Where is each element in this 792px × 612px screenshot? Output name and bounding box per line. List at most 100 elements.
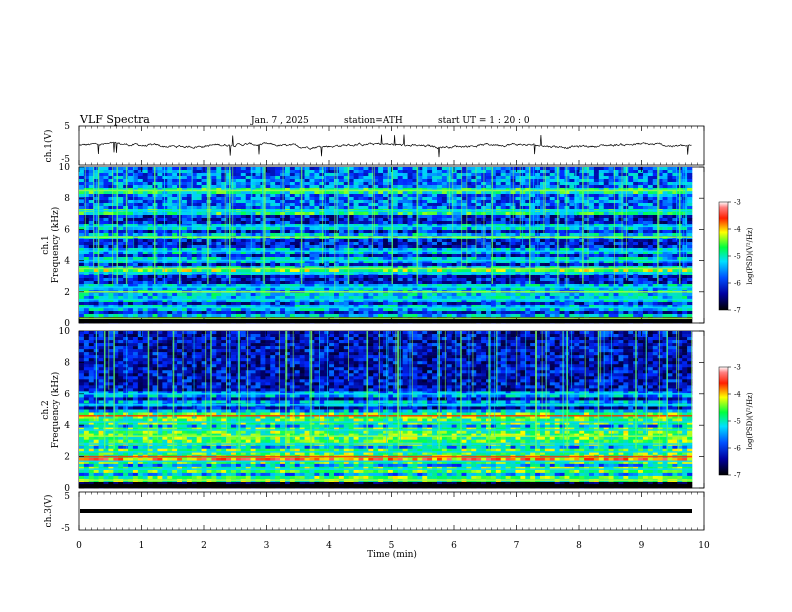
- spec-cell: [613, 278, 619, 282]
- spec-cell: [353, 212, 359, 216]
- spec-cell: [451, 242, 457, 246]
- spec-cell: [642, 206, 649, 210]
- spec-cell: [422, 176, 428, 180]
- spec-cell: [309, 191, 315, 195]
- spec-cell: [628, 203, 634, 207]
- spec-cell: [638, 179, 644, 183]
- spec-cell: [446, 251, 452, 255]
- spec-cell: [319, 203, 325, 207]
- spec-cell: [549, 278, 555, 282]
- spec-cell: [466, 191, 472, 195]
- spec-cell: [108, 182, 114, 186]
- spec-cell: [642, 167, 649, 171]
- spec-cell: [284, 221, 291, 225]
- spec-cell: [363, 185, 369, 189]
- spec-cell: [142, 275, 148, 279]
- spec-cell: [304, 242, 310, 246]
- spec-cell: [108, 269, 114, 273]
- spec-cell: [83, 206, 90, 210]
- spec-cell: [128, 170, 134, 174]
- spec-cell: [461, 260, 467, 264]
- spec-cell: [196, 173, 202, 177]
- spec-cell: [358, 194, 364, 198]
- spec-cell: [284, 260, 291, 264]
- spec-cell: [167, 260, 173, 264]
- spec-cell: [343, 167, 350, 171]
- spec-cell: [363, 245, 369, 249]
- spec-cell: [250, 215, 256, 219]
- spec-cell: [240, 230, 247, 234]
- spec-cell: [275, 191, 281, 195]
- spec-cell: [324, 206, 330, 210]
- spec-cell: [608, 248, 614, 252]
- spec-cell: [221, 191, 227, 195]
- spec-cell: [137, 197, 144, 201]
- spec-cell: [652, 230, 658, 234]
- spec-cell: [642, 269, 649, 273]
- spec-cell: [137, 176, 144, 180]
- spec-cell: [397, 248, 403, 252]
- spec-cell: [500, 173, 506, 177]
- spec-cell: [490, 179, 497, 183]
- spec-cell: [559, 203, 565, 207]
- spec-cell: [603, 194, 609, 198]
- spec-cell: [525, 230, 531, 234]
- spec-cell: [500, 275, 506, 279]
- spec-cell: [417, 257, 423, 261]
- spec-cell: [98, 200, 104, 204]
- spec-cell: [628, 215, 634, 219]
- spec-cell: [314, 194, 320, 198]
- spec-cell: [407, 197, 413, 201]
- spec-cell: [221, 278, 227, 282]
- spec-cell: [427, 203, 433, 207]
- spec-cell: [383, 203, 389, 207]
- spec-cell: [466, 269, 472, 273]
- spec-cell: [623, 173, 629, 177]
- spec-cell: [255, 233, 261, 237]
- spec-cell: [589, 284, 595, 288]
- spec-cell: [574, 254, 580, 258]
- spec-cell: [314, 254, 320, 258]
- spec-cell: [544, 185, 551, 189]
- spec-cell: [265, 221, 271, 225]
- spec-cell: [505, 194, 511, 198]
- spec-cell: [402, 212, 408, 216]
- spec-cell: [657, 197, 663, 201]
- spec-cell: [569, 206, 575, 210]
- spec-cell: [368, 218, 374, 222]
- spec-cell: [348, 251, 354, 255]
- spec-cell: [412, 200, 418, 204]
- spec-cell: [613, 227, 619, 231]
- spec-cell: [682, 242, 688, 246]
- spec-cell: [544, 179, 551, 183]
- spec-cell: [103, 200, 109, 204]
- spec-cell: [88, 206, 95, 210]
- spec-cell: [510, 251, 516, 255]
- spec-cell: [628, 242, 634, 246]
- spec-cell: [412, 269, 418, 273]
- spec-cell: [319, 233, 325, 237]
- spec-cell: [324, 251, 330, 255]
- spec-cell: [544, 203, 551, 207]
- spec-cell: [79, 254, 85, 258]
- spec-cell: [638, 218, 644, 222]
- spec-cell: [490, 221, 497, 225]
- spec-cell: [520, 206, 526, 210]
- spec-cell: [436, 281, 443, 285]
- spec-cell: [309, 206, 315, 210]
- spec-cell: [231, 233, 237, 237]
- spec-cell: [456, 275, 462, 279]
- spec-cell: [108, 173, 114, 177]
- spec-cell: [265, 245, 271, 249]
- spec-cell: [525, 251, 531, 255]
- spec-cell: [652, 239, 658, 243]
- spec-cell: [309, 182, 315, 186]
- spec-cell: [118, 200, 124, 204]
- spec-cell: [240, 239, 247, 243]
- spec-cell: [584, 263, 590, 267]
- spec-cell: [633, 275, 639, 279]
- spec-cell: [559, 179, 565, 183]
- spec-cell: [628, 179, 634, 183]
- spec-cell: [275, 170, 281, 174]
